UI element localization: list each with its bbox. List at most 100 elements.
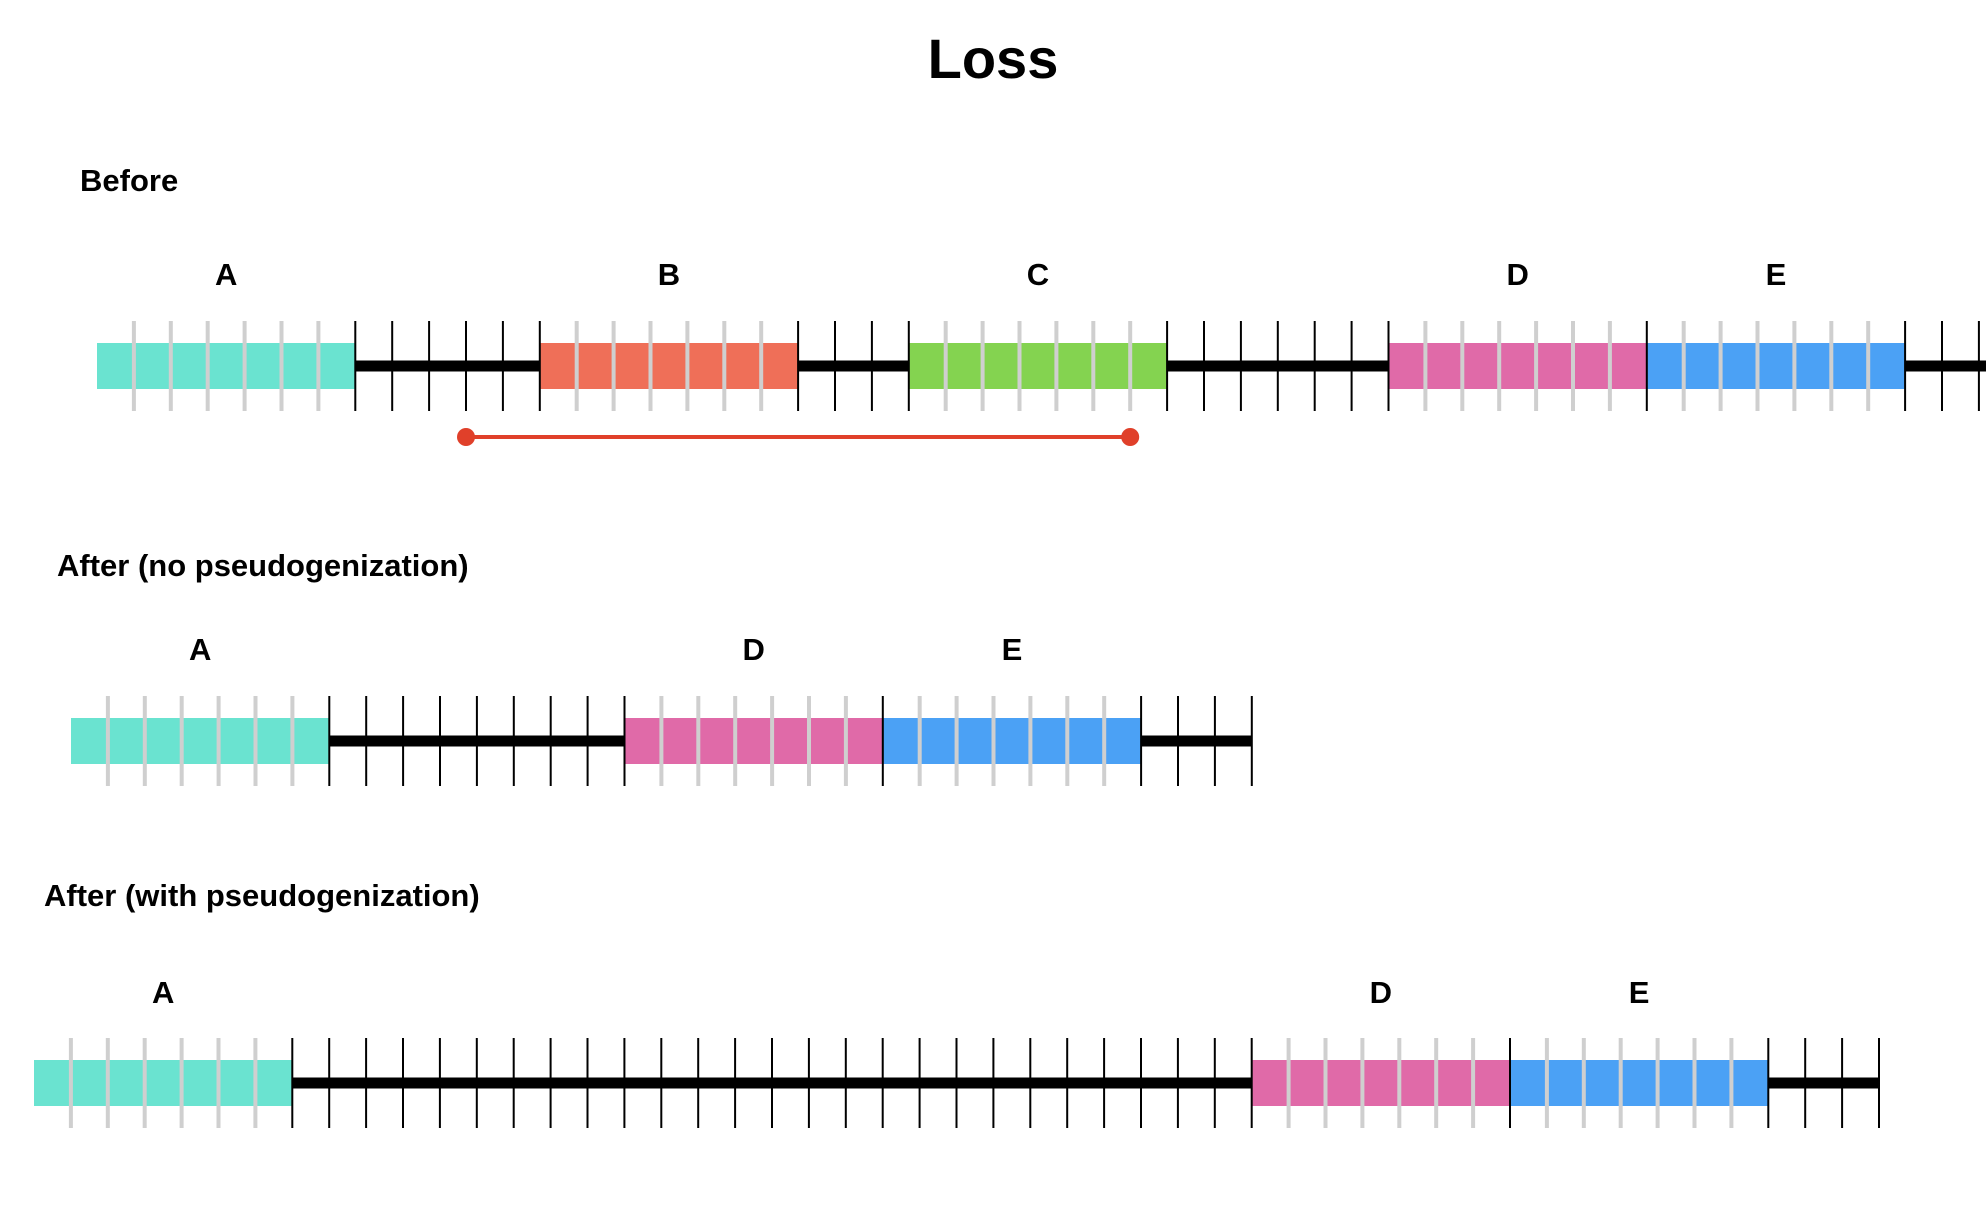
boundary-tick: [354, 321, 357, 411]
intergenic-tick: [501, 321, 504, 411]
gene-tick: [1829, 321, 1834, 411]
intergenic-tick: [402, 1038, 404, 1128]
deletion-end-dot: [1121, 428, 1140, 446]
intergenic-tick: [1878, 1038, 1880, 1128]
gene-tick: [574, 321, 579, 411]
boundary-tick: [1509, 1038, 1511, 1128]
gene-label-e: E: [1002, 632, 1023, 667]
intergenic-tick: [549, 696, 552, 786]
gene-tick: [1065, 696, 1070, 786]
backbone-line: [292, 1077, 1879, 1089]
boundary-tick: [1387, 321, 1390, 411]
boundary-tick: [623, 696, 626, 786]
intergenic-tick: [1804, 1038, 1807, 1128]
backbone-line: [355, 360, 1986, 372]
gene-box-e: [1646, 343, 1906, 389]
intergenic-tick: [1350, 321, 1353, 411]
gene-tick: [68, 1038, 73, 1128]
gene-tick: [1571, 321, 1575, 411]
gene-tick: [216, 1038, 221, 1128]
gene-label-d: D: [1506, 257, 1528, 292]
gene-label-e: E: [1766, 257, 1787, 292]
gene-label-e: E: [1629, 975, 1650, 1010]
genome-row-before: A B C D E: [97, 257, 1986, 446]
boundary-tick: [328, 696, 331, 786]
boundary-tick: [797, 321, 800, 411]
intergenic-tick: [697, 1038, 700, 1128]
intergenic-tick: [512, 696, 515, 786]
gene-tick: [242, 321, 247, 411]
gene-tick: [179, 1038, 184, 1128]
gene-label-a: A: [215, 257, 237, 292]
gene-tick: [1544, 1038, 1549, 1128]
intergenic-tick: [402, 696, 405, 786]
gene-tick: [1128, 321, 1133, 411]
intergenic-tick: [1066, 1038, 1069, 1128]
gene-tick: [917, 696, 922, 786]
boundary-tick: [907, 321, 910, 411]
intergenic-tick: [870, 321, 873, 411]
gene-tick: [1091, 321, 1096, 411]
gene-tick: [807, 696, 811, 786]
intergenic-tick: [1213, 696, 1216, 786]
gene-tick: [1423, 321, 1428, 411]
gene-tick: [290, 696, 295, 786]
gene-tick: [1497, 321, 1502, 411]
intergenic-tick: [475, 1038, 478, 1128]
boundary-tick: [1645, 321, 1648, 411]
gene-label-d: D: [742, 632, 764, 667]
boundary-tick: [1250, 1038, 1253, 1128]
gene-tick: [1360, 1038, 1365, 1128]
intergenic-tick: [365, 1038, 368, 1128]
intergenic-tick: [1841, 1038, 1844, 1128]
intergenic-tick: [807, 1038, 810, 1128]
gene-box-c: [908, 343, 1168, 389]
gene-tick: [1581, 1038, 1586, 1128]
intergenic-tick: [1213, 1038, 1216, 1128]
gene-tick: [1054, 321, 1059, 411]
gene-tick: [659, 696, 664, 786]
intergenic-tick: [918, 1038, 921, 1128]
gene-tick: [1028, 696, 1033, 786]
intergenic-tick: [586, 1038, 589, 1128]
boundary-tick: [1904, 321, 1907, 411]
gene-tick: [253, 696, 258, 786]
gene-tick: [843, 696, 848, 786]
intergenic-tick: [1140, 1038, 1142, 1128]
gene-tick: [733, 696, 738, 786]
gene-tick: [1607, 321, 1612, 411]
gene-tick: [205, 321, 210, 411]
gene-box-e: [882, 718, 1142, 764]
gene-tick: [105, 696, 110, 786]
row-heading-before: Before: [80, 163, 178, 198]
gene-label-a: A: [189, 632, 211, 667]
intergenic-tick: [586, 696, 589, 786]
gene-tick: [722, 321, 727, 411]
gene-tick: [685, 321, 690, 411]
intergenic-tick: [1276, 321, 1279, 411]
gene-tick: [1755, 321, 1760, 411]
gene-box-e: [1510, 1060, 1769, 1106]
intergenic-tick: [623, 1038, 626, 1128]
intergenic-tick: [328, 1038, 331, 1128]
gene-box-d: [624, 718, 883, 764]
row-heading-after-no-pseudogenization: After (no pseudogenization): [57, 548, 469, 583]
gene-box-a: [71, 718, 330, 764]
gene-box-a: [34, 1060, 293, 1106]
gene-label-a: A: [152, 975, 174, 1010]
gene-tick: [1692, 1038, 1697, 1128]
gene-tick: [1397, 1038, 1402, 1128]
gene-tick: [142, 696, 147, 786]
boundary-tick: [538, 321, 541, 411]
intergenic-tick: [549, 1038, 552, 1128]
intergenic-tick: [660, 1038, 663, 1128]
gene-tick: [759, 321, 764, 411]
gene-tick: [696, 696, 701, 786]
gene-tick: [770, 696, 775, 786]
intergenic-tick: [1176, 1038, 1179, 1128]
gene-box-a: [97, 343, 356, 389]
gene-tick: [316, 321, 321, 411]
